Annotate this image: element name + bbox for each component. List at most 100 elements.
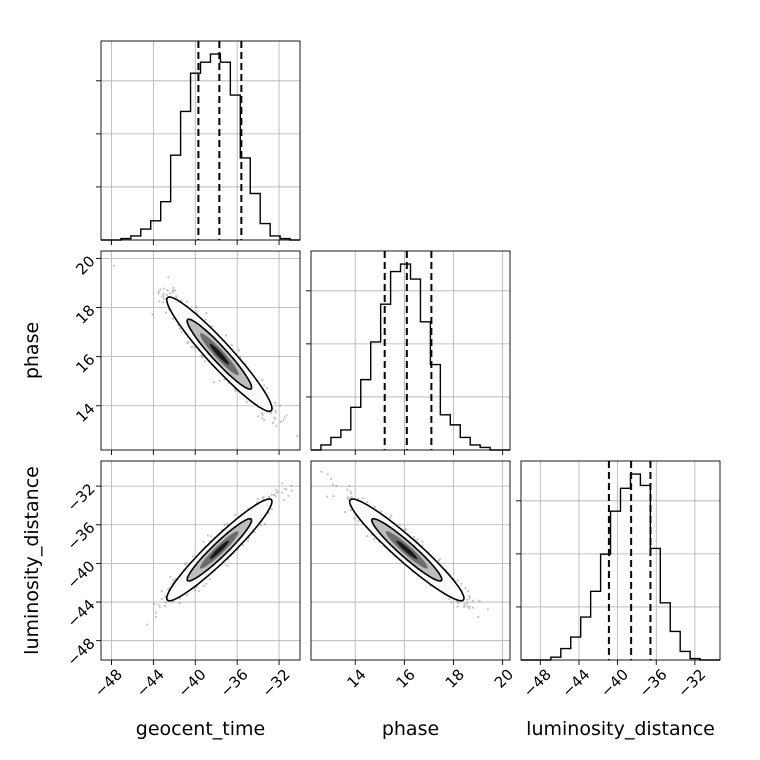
sample-point (186, 342, 189, 345)
sample-point (274, 401, 277, 405)
histogram-panel-luminosity-distance (516, 460, 721, 665)
y-tick-label: 20 (72, 252, 98, 278)
sample-point (212, 381, 215, 384)
sample-point (261, 496, 265, 499)
sample-point (349, 508, 352, 512)
sample-point (186, 300, 189, 303)
sample-point (265, 386, 269, 389)
sample-point (261, 413, 264, 417)
sample-point (270, 412, 273, 415)
sample-point (208, 578, 211, 581)
sample-point (223, 523, 226, 527)
x-axis-label-geocent-time: geocent_time (136, 718, 265, 740)
x-tick-label: −48 (520, 666, 555, 701)
scatter-panel-luminosity-distance-vs-phase (310, 460, 511, 665)
sample-point (468, 596, 471, 599)
sample-point (448, 598, 451, 601)
sample-point (175, 296, 178, 299)
sample-point (162, 292, 165, 295)
sample-point (190, 346, 193, 349)
sample-point (486, 608, 489, 611)
sample-point (270, 508, 274, 511)
sample-point (275, 424, 278, 427)
sample-point (195, 311, 198, 314)
sample-point (285, 414, 288, 417)
sample-point (478, 599, 481, 603)
contour-outer (165, 296, 273, 413)
sample-point (450, 601, 453, 604)
sample-point (282, 419, 285, 422)
sample-point (404, 529, 407, 532)
axis-labels: geocent_time phase luminosity_distancephas… (21, 322, 715, 740)
sample-point (202, 584, 205, 588)
sample-point (153, 603, 156, 606)
sample-point (373, 538, 376, 541)
sample-point (157, 290, 160, 293)
sample-point (416, 538, 419, 541)
sample-point (210, 325, 214, 328)
y-tick-label: 14 (72, 400, 98, 426)
sample-point (380, 510, 383, 513)
sample-point (398, 523, 401, 526)
sample-point (185, 594, 189, 597)
sample-point (262, 496, 265, 499)
sample-point (362, 497, 365, 500)
sample-point (275, 488, 278, 491)
x-tick-label: −32 (258, 666, 293, 701)
y-tick-label: −32 (63, 480, 98, 515)
sample-point (350, 495, 353, 499)
sample-point (162, 297, 165, 300)
sample-point (256, 415, 259, 418)
sample-point (463, 605, 466, 609)
sample-point (164, 601, 167, 604)
sample-point (346, 497, 349, 500)
sample-point (171, 290, 174, 293)
sample-point (154, 615, 157, 619)
sample-point (346, 488, 349, 491)
sample-point (412, 535, 416, 539)
sample-point (466, 602, 469, 605)
sample-point (204, 318, 207, 321)
sample-point (263, 384, 266, 387)
sample-point (162, 301, 165, 304)
sample-point (467, 606, 470, 609)
tick-labels: −48 −44 −40 −36 −32 14 16 18 20 −48 −44 −40 −36 −3214… (63, 252, 709, 700)
sample-point (468, 595, 471, 598)
y-tick-label: −40 (63, 557, 98, 592)
sample-point (357, 520, 360, 523)
sample-point (262, 497, 265, 500)
sample-point (194, 589, 197, 592)
sample-point (279, 420, 282, 423)
x-axis-label-phase: phase (382, 718, 439, 740)
sample-point (276, 490, 279, 493)
sample-point (285, 488, 288, 491)
sample-point (466, 598, 469, 601)
sample-point (261, 417, 264, 420)
sample-point (263, 418, 266, 422)
sample-point (168, 292, 171, 295)
sample-point (151, 313, 154, 316)
sample-point (464, 587, 467, 590)
sample-point (263, 523, 266, 526)
sample-point (184, 561, 187, 565)
sample-point (281, 482, 284, 485)
sample-point (335, 485, 338, 488)
x-tick-label: −32 (674, 666, 709, 701)
sample-point (184, 563, 187, 566)
sample-point (226, 522, 229, 526)
sample-point (230, 344, 233, 347)
histogram-step (521, 473, 720, 661)
sample-point (353, 517, 356, 520)
sample-point (166, 289, 169, 292)
sample-point (280, 491, 284, 494)
sample-point (175, 295, 178, 298)
sample-point (223, 378, 226, 381)
sample-point (273, 493, 276, 496)
sample-point (437, 559, 440, 563)
density-fill-core (209, 343, 229, 365)
sample-point (191, 555, 195, 558)
sample-point (239, 355, 242, 358)
sample-point (460, 582, 463, 585)
sample-point (226, 564, 229, 568)
